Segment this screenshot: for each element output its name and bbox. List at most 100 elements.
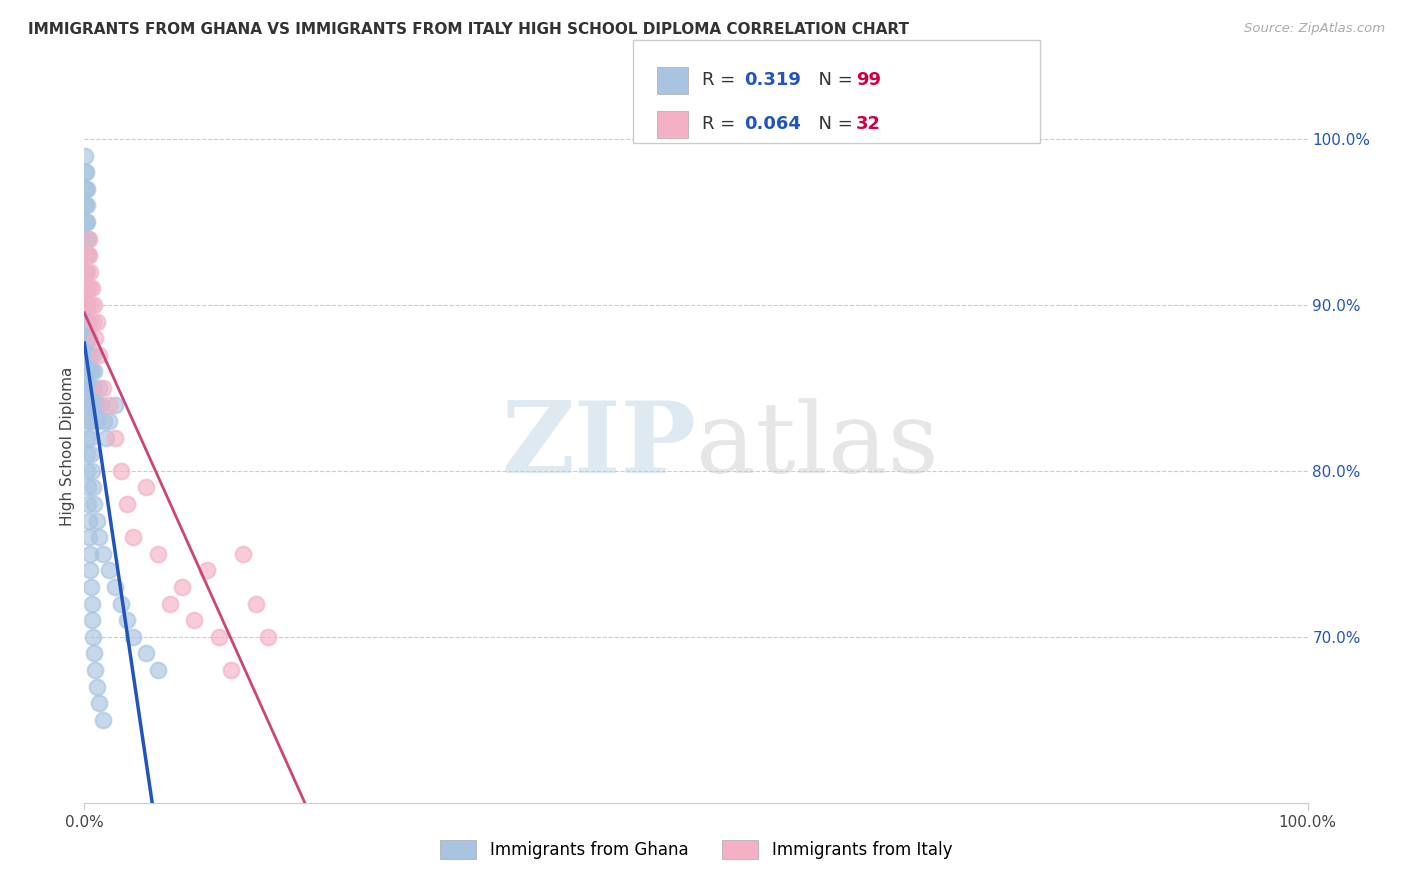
Point	[172, 580, 194, 594]
Point	[77, 248, 100, 262]
Point	[73, 248, 96, 262]
Text: 32: 32	[856, 115, 882, 133]
Point	[110, 464, 132, 478]
Point	[219, 663, 242, 677]
Point	[75, 397, 97, 411]
Point	[90, 397, 112, 411]
Point	[115, 497, 138, 511]
Point	[75, 182, 97, 196]
Point	[76, 464, 98, 478]
Point	[83, 364, 105, 378]
Point	[75, 215, 97, 229]
Point	[183, 613, 205, 627]
Point	[86, 314, 108, 328]
Point	[82, 348, 104, 362]
Point	[79, 431, 101, 445]
Point	[80, 281, 103, 295]
Point	[77, 397, 100, 411]
Point	[80, 580, 103, 594]
Point	[76, 298, 98, 312]
Point	[77, 381, 100, 395]
Text: N =: N =	[807, 115, 859, 133]
Point	[80, 597, 103, 611]
Point	[91, 713, 114, 727]
Point	[83, 298, 105, 312]
Point	[75, 215, 97, 229]
Point	[77, 231, 100, 245]
Point	[76, 348, 98, 362]
Text: 99: 99	[856, 71, 882, 89]
Point	[77, 314, 100, 328]
Point	[75, 381, 97, 395]
Point	[135, 481, 157, 495]
Point	[83, 381, 105, 395]
Point	[73, 148, 96, 162]
Text: N =: N =	[807, 71, 859, 89]
Point	[82, 630, 104, 644]
Point	[77, 497, 100, 511]
Point	[75, 298, 97, 312]
Point	[115, 613, 138, 627]
Point	[96, 431, 118, 445]
Point	[75, 165, 97, 179]
Point	[195, 564, 218, 578]
Text: R =: R =	[702, 115, 741, 133]
Point	[79, 397, 101, 411]
Point	[75, 281, 97, 295]
Point	[77, 530, 100, 544]
Point	[76, 414, 98, 428]
Point	[79, 547, 101, 561]
Point	[87, 397, 110, 411]
Point	[84, 331, 107, 345]
Point	[232, 547, 254, 561]
Point	[135, 647, 157, 661]
Point	[87, 381, 110, 395]
Point	[79, 564, 101, 578]
Point	[75, 165, 97, 179]
Point	[76, 198, 98, 212]
Point	[76, 431, 98, 445]
Point	[82, 613, 104, 627]
Point	[77, 381, 100, 395]
Point	[87, 530, 110, 544]
Text: ZIP: ZIP	[501, 398, 696, 494]
Point	[84, 663, 107, 677]
Point	[91, 547, 114, 561]
Point	[79, 364, 101, 378]
Point	[75, 331, 97, 345]
Text: 0.319: 0.319	[744, 71, 800, 89]
Point	[86, 514, 108, 528]
Text: Source: ZipAtlas.com: Source: ZipAtlas.com	[1244, 22, 1385, 36]
Point	[82, 481, 104, 495]
Point	[77, 331, 100, 345]
Point	[97, 414, 120, 428]
Point	[76, 248, 98, 262]
Point	[159, 597, 181, 611]
Point	[75, 298, 97, 312]
Text: IMMIGRANTS FROM GHANA VS IMMIGRANTS FROM ITALY HIGH SCHOOL DIPLOMA CORRELATION C: IMMIGRANTS FROM GHANA VS IMMIGRANTS FROM…	[28, 22, 910, 37]
Point	[86, 414, 108, 428]
Point	[104, 397, 127, 411]
Point	[79, 381, 101, 395]
Point	[77, 231, 100, 245]
Point	[79, 265, 101, 279]
Point	[104, 580, 127, 594]
Point	[146, 663, 169, 677]
Point	[79, 348, 101, 362]
Point	[80, 464, 103, 478]
Point	[76, 331, 98, 345]
Point	[80, 414, 103, 428]
Point	[110, 597, 132, 611]
Point	[82, 314, 104, 328]
Point	[76, 215, 98, 229]
Point	[97, 397, 120, 411]
Point	[245, 597, 267, 611]
Point	[77, 364, 100, 378]
Point	[75, 265, 97, 279]
Point	[76, 281, 98, 295]
Point	[75, 198, 97, 212]
Point	[76, 281, 98, 295]
Point	[257, 630, 280, 644]
Point	[146, 547, 169, 561]
Legend: Immigrants from Ghana, Immigrants from Italy: Immigrants from Ghana, Immigrants from I…	[433, 833, 959, 866]
